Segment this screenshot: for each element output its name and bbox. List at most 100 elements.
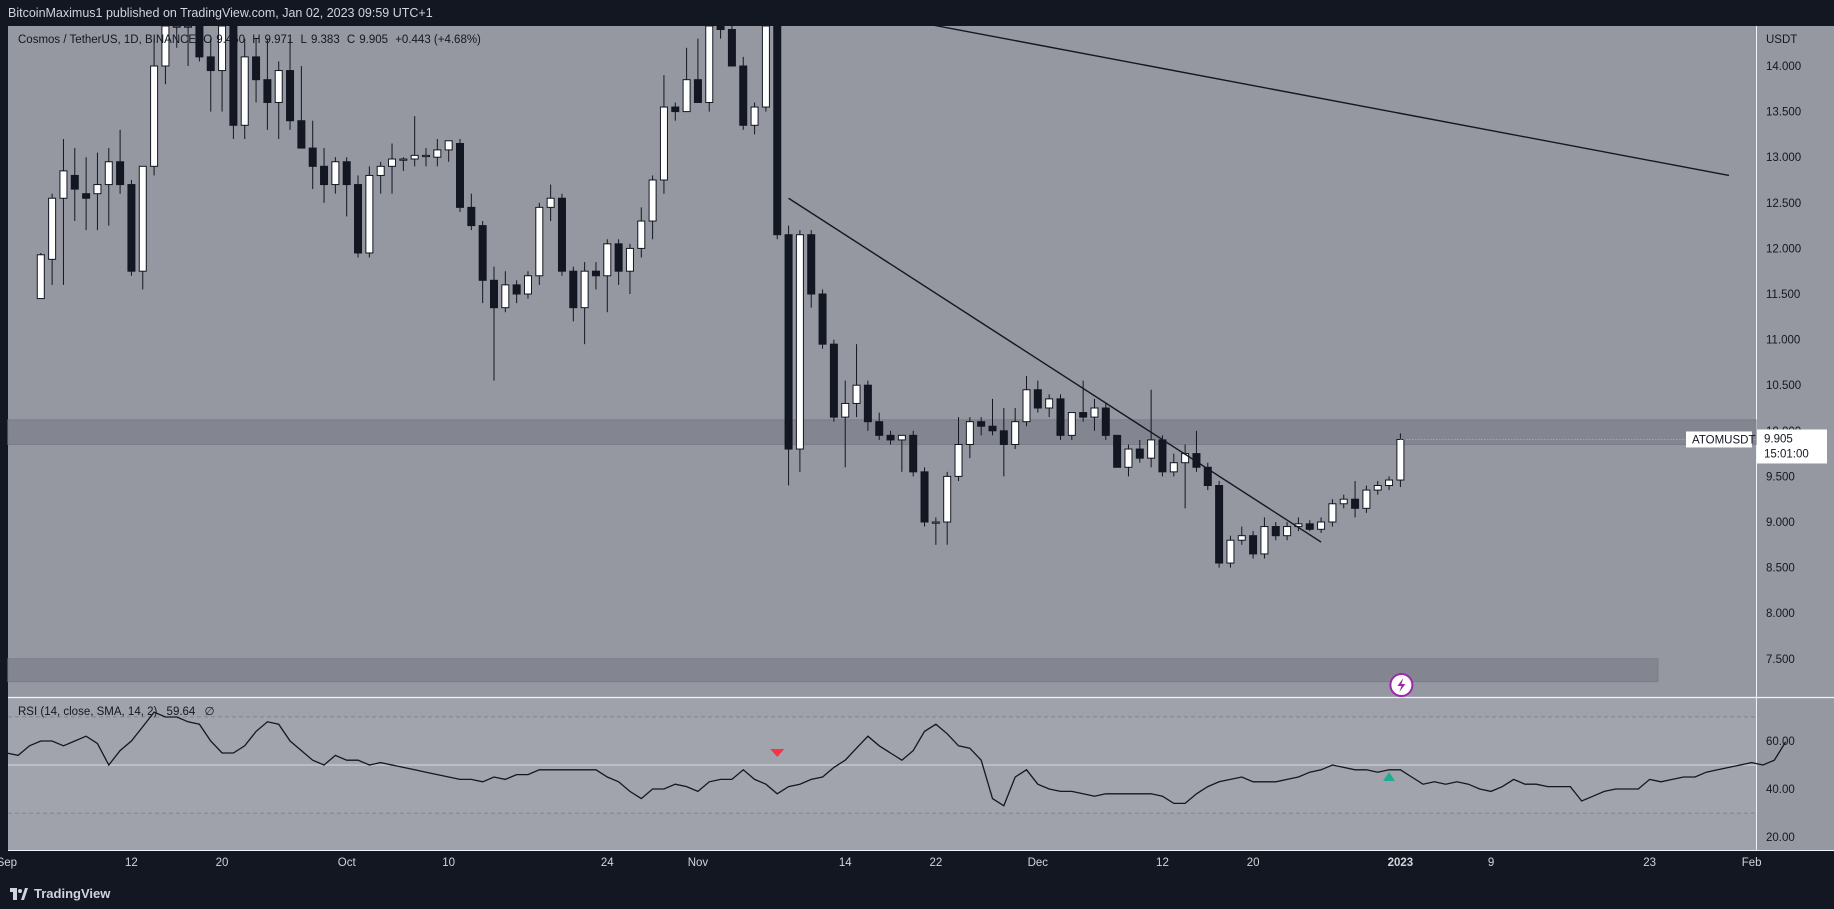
bull-candle[interactable] bbox=[1396, 438, 1405, 481]
bull-candle[interactable] bbox=[172, 25, 181, 28]
bear-candle[interactable] bbox=[591, 270, 600, 277]
bear-candle[interactable] bbox=[489, 279, 498, 309]
bull-candle[interactable] bbox=[1169, 462, 1178, 473]
bull-candle[interactable] bbox=[93, 184, 102, 195]
bull-candle[interactable] bbox=[1339, 498, 1348, 505]
bull-candle[interactable] bbox=[150, 65, 159, 167]
bull-candle[interactable] bbox=[399, 158, 408, 161]
bear-candle[interactable] bbox=[1135, 448, 1144, 459]
bull-candle[interactable] bbox=[1147, 439, 1156, 459]
bull-candle[interactable] bbox=[795, 234, 804, 450]
chart-canvas[interactable]: USDT7.5008.0008.5009.0009.50010.00010.50… bbox=[0, 0, 1834, 880]
bull-candle[interactable] bbox=[1226, 539, 1235, 564]
bear-candle[interactable] bbox=[1158, 439, 1167, 473]
bear-candle[interactable] bbox=[1079, 412, 1088, 418]
bull-candle[interactable] bbox=[546, 197, 555, 208]
bull-candle[interactable] bbox=[1090, 407, 1099, 418]
bull-candle[interactable] bbox=[1385, 479, 1394, 487]
rsi-line[interactable] bbox=[6, 711, 1787, 807]
bull-candle[interactable] bbox=[36, 254, 45, 300]
bull-candle[interactable] bbox=[523, 275, 532, 295]
bull-candle[interactable] bbox=[1124, 448, 1133, 468]
bear-candle[interactable] bbox=[320, 165, 329, 186]
bear-candle[interactable] bbox=[1101, 407, 1110, 436]
bull-candle[interactable] bbox=[659, 106, 668, 181]
bull-candle[interactable] bbox=[943, 475, 952, 523]
bear-candle[interactable] bbox=[773, 25, 782, 236]
bull-candle[interactable] bbox=[1260, 526, 1269, 555]
bull-candle[interactable] bbox=[1067, 412, 1076, 436]
short-term-descending-trendline[interactable] bbox=[788, 197, 1322, 543]
bull-candle[interactable] bbox=[897, 434, 906, 441]
bear-candle[interactable] bbox=[1203, 466, 1212, 487]
bull-candle[interactable] bbox=[705, 25, 714, 103]
symbol-name[interactable]: Cosmos / TetherUS, 1D, BINANCE bbox=[18, 34, 197, 46]
price-tag[interactable] bbox=[1757, 429, 1827, 464]
bear-candle[interactable] bbox=[1033, 389, 1042, 409]
bull-candle[interactable] bbox=[161, 25, 170, 67]
bull-candle[interactable] bbox=[59, 170, 68, 199]
bull-candle[interactable] bbox=[1011, 421, 1020, 445]
bear-candle[interactable] bbox=[671, 106, 680, 113]
long-term-descending-trendline[interactable] bbox=[879, 14, 1730, 177]
bear-candle[interactable] bbox=[116, 161, 125, 186]
bull-candle[interactable] bbox=[841, 402, 850, 418]
bear-candle[interactable] bbox=[1056, 398, 1065, 436]
bear-candle[interactable] bbox=[863, 384, 872, 423]
bear-candle[interactable] bbox=[512, 284, 521, 295]
bear-candle[interactable] bbox=[693, 79, 702, 103]
bear-candle[interactable] bbox=[342, 161, 351, 186]
bear-candle[interactable] bbox=[886, 434, 895, 441]
bull-candle[interactable] bbox=[104, 161, 113, 186]
bear-candle[interactable] bbox=[456, 143, 464, 208]
bull-candle[interactable] bbox=[218, 25, 227, 72]
bull-candle[interactable] bbox=[138, 165, 147, 272]
bull-candle[interactable] bbox=[931, 521, 940, 524]
bear-candle[interactable] bbox=[875, 421, 884, 436]
bull-candle[interactable] bbox=[1045, 398, 1054, 409]
bull-candle[interactable] bbox=[603, 243, 612, 277]
bear-candle[interactable] bbox=[557, 197, 566, 272]
bear-candle[interactable] bbox=[82, 193, 91, 199]
tradingview-brand[interactable]: TradingView bbox=[10, 886, 110, 901]
bull-candle[interactable] bbox=[761, 25, 770, 108]
bull-candle[interactable] bbox=[1373, 485, 1382, 491]
bull-candle[interactable] bbox=[637, 220, 646, 249]
bull-candle[interactable] bbox=[535, 206, 544, 277]
bear-candle[interactable] bbox=[297, 120, 306, 149]
bear-candle[interactable] bbox=[70, 174, 79, 190]
bear-candle[interactable] bbox=[354, 184, 363, 254]
bull-candle[interactable] bbox=[682, 79, 691, 113]
bull-candle[interactable] bbox=[965, 421, 974, 445]
bear-candle[interactable] bbox=[977, 421, 986, 427]
bull-candle[interactable] bbox=[274, 70, 283, 103]
bull-candle[interactable] bbox=[376, 165, 385, 176]
price-pane[interactable] bbox=[8, 26, 1756, 697]
bull-candle[interactable] bbox=[365, 174, 374, 254]
bear-candle[interactable] bbox=[614, 243, 623, 272]
bear-candle[interactable] bbox=[716, 25, 725, 31]
bull-candle[interactable] bbox=[1328, 503, 1337, 523]
bull-candle[interactable] bbox=[331, 161, 340, 186]
bear-candle[interactable] bbox=[1305, 523, 1314, 530]
bull-candle[interactable] bbox=[1022, 389, 1031, 423]
bear-candle[interactable] bbox=[1271, 526, 1280, 537]
bear-candle[interactable] bbox=[829, 343, 838, 418]
bear-candle[interactable] bbox=[127, 184, 136, 272]
bear-candle[interactable] bbox=[195, 25, 204, 58]
bear-candle[interactable] bbox=[229, 25, 238, 126]
bull-candle[interactable] bbox=[1362, 489, 1371, 509]
bull-candle[interactable] bbox=[433, 149, 442, 158]
rsi-pane[interactable] bbox=[8, 698, 1756, 850]
bull-candle[interactable] bbox=[240, 56, 249, 126]
bear-candle[interactable] bbox=[252, 56, 261, 81]
bear-candle[interactable] bbox=[920, 471, 929, 523]
bull-candle[interactable] bbox=[1283, 526, 1292, 537]
bear-candle[interactable] bbox=[206, 56, 215, 72]
bull-candle[interactable] bbox=[580, 270, 589, 309]
bear-candle[interactable] bbox=[263, 79, 272, 103]
bear-candle[interactable] bbox=[569, 270, 578, 309]
bear-candle[interactable] bbox=[1351, 498, 1360, 509]
ticker-tag[interactable] bbox=[1686, 431, 1752, 448]
bear-candle[interactable] bbox=[1215, 485, 1224, 564]
